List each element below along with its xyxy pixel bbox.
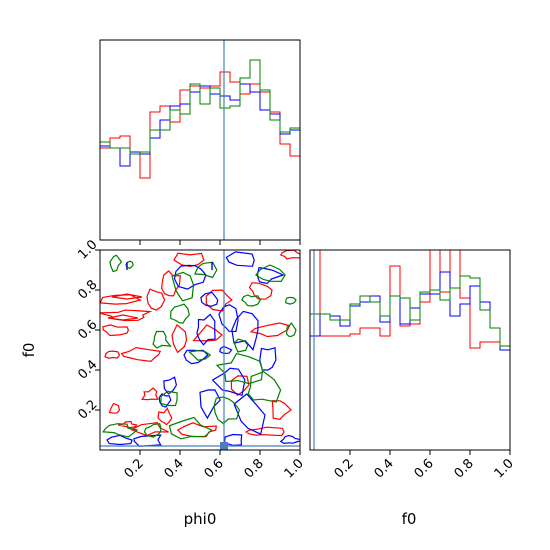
f0-x-tick-label: 0.8 [452,456,477,481]
phi0-x-tick-label: 1.0 [282,456,307,481]
phi0-x-tick-label: 0.4 [162,456,187,481]
f0-x-tick-label: 1.0 [492,456,517,481]
contour-line-59 [241,294,262,307]
contour-line-14 [248,282,273,300]
contour-line-37 [163,376,178,395]
contour-line-34 [199,389,221,420]
phi0-histogram-frame [99,39,301,241]
f0-joint-y-tick-label: 0.4 [75,357,100,382]
contour-line-21 [171,323,188,354]
contour-line-55 [160,390,178,407]
contour-line-13 [117,420,138,429]
contour-line-23 [107,314,139,321]
contour-line-29 [218,304,239,333]
contour-line-7 [173,252,205,268]
y-axis-label-f0: f0 [20,343,38,358]
f0-x-tick-label: 0.2 [332,456,357,481]
contour-line-36 [259,347,277,371]
f0-histogram-frame [309,249,511,451]
f0-joint-y-tick-label: 1.0 [75,237,100,262]
histogram-series-1 [310,271,510,351]
contour-line-45 [193,261,218,279]
contour-line-22 [157,407,173,426]
contour-line-0 [100,294,142,305]
f0-marginal-histogram: 0.2 0.4 0.6 0.8 1.0 [309,249,517,481]
phi0-x-tick-label: 0.8 [242,456,267,481]
phi0-x-tick-label: 0.6 [202,456,227,481]
contour-line-4 [100,309,153,322]
histogram-series-2 [310,275,510,347]
joint-frame [99,249,301,451]
contour-line-41 [223,433,243,446]
contour-line-16 [279,250,300,260]
contour-line-3 [120,346,162,363]
f0-joint-y-tick-label: 0.2 [75,397,100,422]
contour-line-42 [106,434,133,446]
contour-line-32 [211,367,246,397]
contour-line-18 [271,400,293,420]
f0-joint-y-tick-label: 0.6 [75,317,100,342]
contour-line-47 [170,303,190,324]
x-axis-label-f0: f0 [402,510,417,528]
contour-line-46 [152,330,172,349]
contour-line-49 [247,371,282,403]
contour-line-40 [279,434,300,445]
contour-line-1 [102,324,130,337]
contour-line-43 [219,345,233,355]
contour-line-62 [125,260,134,269]
contour-line-30 [231,310,259,351]
histogram-series-0 [310,249,510,351]
f0-x-tick-label: 0.4 [372,456,397,481]
contour-line-52 [285,296,297,305]
contour-line-61 [233,338,249,353]
contour-line-10 [108,402,121,414]
contour-line-53 [285,322,297,338]
contour-line-58 [101,423,139,438]
contour-line-44 [171,271,195,302]
contour-line-31 [196,313,216,346]
f0-x-tick-label: 0.6 [412,456,437,481]
contour-line-20 [244,426,285,437]
contour-lines [100,250,300,447]
contour-line-2 [104,350,121,359]
contour-line-11 [141,387,159,401]
phi0-x-tick-label: 0.2 [122,456,147,481]
contour-line-12 [130,422,169,437]
contour-line-24 [111,293,143,300]
contour-line-39 [133,434,162,447]
contour-line-60 [109,254,123,273]
phi0-marginal-histogram [99,39,301,245]
histogram-series-2 [100,59,300,155]
contour-line-33 [233,393,266,435]
contour-line-50 [213,396,241,425]
contour-line-57 [143,423,162,438]
contour-line-51 [254,264,286,283]
contour-line-6 [146,288,166,311]
contour-line-56 [168,416,213,440]
f0-joint-y-tick-label: 0.8 [75,277,100,302]
contour-line-35 [183,349,209,365]
truth-marker [220,442,228,450]
contour-line-54 [188,349,212,361]
contour-line-25 [225,251,255,267]
contour-line-28 [200,291,219,307]
contour-line-15 [249,322,291,338]
phi0-f0-contour-panel: 0.2 0.4 0.6 0.8 1.0 0.2 0.4 0.6 0.8 1.0 [75,237,306,481]
x-axis-label-phi0: phi0 [184,510,217,528]
